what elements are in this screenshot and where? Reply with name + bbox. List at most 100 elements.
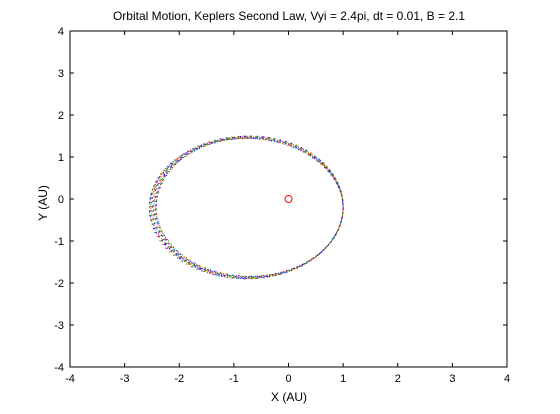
orbit-point <box>279 139 281 142</box>
orbit-point <box>151 189 153 191</box>
orbit-point <box>216 274 218 276</box>
orbit-point <box>216 141 218 143</box>
orbit-point <box>199 265 202 267</box>
orbit-point <box>153 218 155 220</box>
orbit-point <box>307 151 309 153</box>
orbit-point <box>195 262 197 264</box>
orbit-point <box>264 276 266 278</box>
orbit-point <box>208 142 210 144</box>
orbit-point <box>269 275 272 277</box>
orbit-point <box>154 185 156 187</box>
orbit-point <box>164 241 166 244</box>
orbit-point <box>311 258 313 260</box>
orbit-point <box>334 179 337 181</box>
orbit-point <box>179 256 181 258</box>
orbit-point <box>189 151 191 153</box>
orbit-point <box>160 234 162 236</box>
orbit-point <box>170 168 172 170</box>
orbit-point <box>163 174 165 176</box>
orbit-point <box>332 175 334 177</box>
orbit-point <box>305 151 307 153</box>
orbit-point <box>156 188 158 190</box>
orbit-point <box>167 247 169 249</box>
orbit-point <box>310 259 312 261</box>
orbit-point <box>177 251 180 253</box>
orbit-point <box>150 197 152 199</box>
orbit-point <box>157 181 159 183</box>
orbit-point <box>159 227 161 229</box>
orbit-point <box>152 211 154 213</box>
orbit-point <box>204 267 206 269</box>
orbit-point <box>213 139 215 141</box>
orbit-point <box>259 136 261 138</box>
orbit-point <box>157 232 159 234</box>
orbit-point <box>342 200 344 202</box>
orbit-point <box>308 261 310 263</box>
orbit-point <box>176 160 178 162</box>
orbit-point <box>222 138 224 140</box>
orbit-point <box>262 137 265 139</box>
orbit-point <box>197 146 199 148</box>
orbit-point <box>190 266 192 268</box>
orbit-point <box>269 139 271 142</box>
orbit-point <box>283 143 285 145</box>
orbit-point <box>156 184 158 187</box>
orbit-point <box>167 240 169 242</box>
orbit-point <box>179 160 181 162</box>
orbit-point <box>212 140 215 142</box>
orbit-point <box>295 147 297 149</box>
orbit-point <box>175 160 177 162</box>
orbit-point <box>212 273 214 275</box>
orbit-point <box>253 276 255 278</box>
orbit-point <box>273 139 275 141</box>
orbit-point <box>153 227 155 229</box>
orbit-point <box>285 271 287 273</box>
orbit-point <box>316 157 318 159</box>
orbit-point <box>206 142 208 144</box>
orbit-point <box>283 271 285 273</box>
orbit-point <box>225 138 227 140</box>
orbit-point <box>341 218 343 220</box>
orbit-point <box>158 183 160 185</box>
orbit-point <box>338 186 340 189</box>
orbit-point <box>158 188 160 190</box>
orbit-point <box>202 267 204 269</box>
orbit-point <box>318 159 320 161</box>
orbit-point <box>290 144 292 146</box>
orbit-point <box>202 266 204 269</box>
orbit-point <box>280 273 282 275</box>
orbit-point <box>159 230 161 232</box>
orbit-point <box>330 172 332 174</box>
orbit-point <box>266 274 268 276</box>
orbit-point <box>305 262 307 265</box>
orbit-point <box>153 184 155 187</box>
orbit-point <box>342 210 344 212</box>
orbit-point <box>210 142 212 144</box>
orbit-point <box>218 275 220 277</box>
orbit-point <box>149 201 151 204</box>
orbit-point <box>203 145 205 147</box>
orbit-point <box>151 206 153 208</box>
orbit-point <box>212 271 215 273</box>
orbit-point <box>245 275 247 278</box>
orbit-point <box>342 205 344 207</box>
orbit-point <box>160 173 162 175</box>
orbit-point <box>256 275 258 277</box>
orbit-point <box>183 256 185 258</box>
orbit-point <box>172 164 174 166</box>
orbit-point <box>164 176 166 178</box>
orbit-point <box>151 190 153 192</box>
orbit-point <box>201 268 203 270</box>
orbit-point <box>220 273 222 275</box>
orbit-point <box>162 243 164 245</box>
orbit-point <box>272 273 274 275</box>
orbit-point <box>215 140 217 142</box>
orbit-point <box>153 186 155 188</box>
orbit-point <box>185 154 187 156</box>
orbit-point <box>151 196 153 198</box>
orbit-point <box>197 265 199 267</box>
orbit-point <box>245 137 248 140</box>
orbit-point <box>167 172 169 174</box>
orbit-point <box>187 260 189 262</box>
orbit-point <box>305 152 307 154</box>
